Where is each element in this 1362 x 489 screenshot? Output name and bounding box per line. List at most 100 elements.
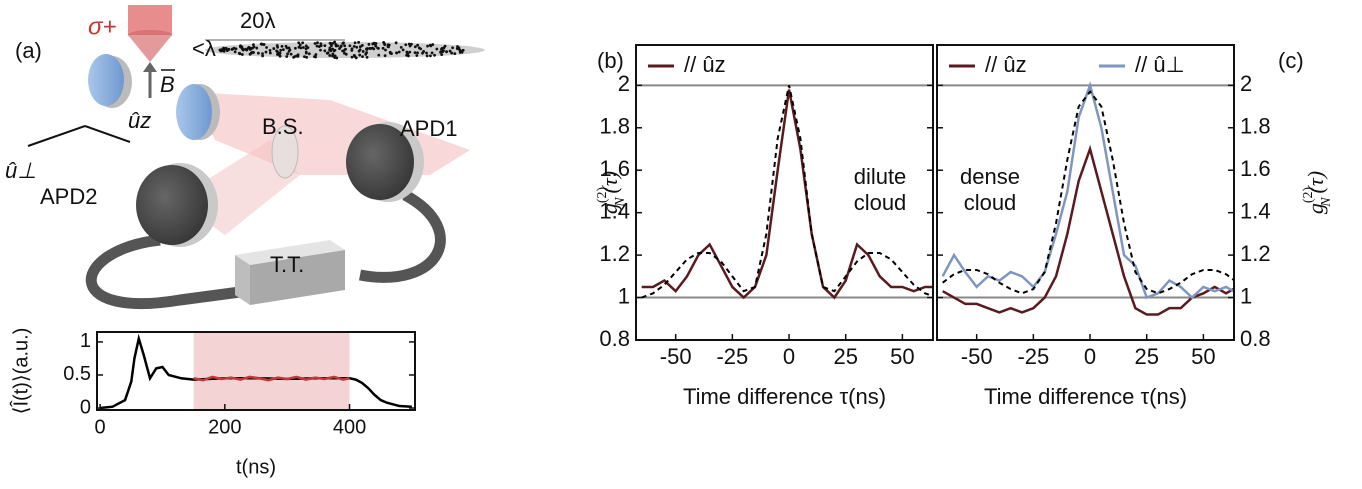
atom	[399, 45, 403, 49]
atom	[388, 51, 392, 55]
atom	[342, 49, 346, 52]
atom	[304, 47, 308, 51]
atom	[344, 52, 348, 56]
mirror	[176, 84, 212, 140]
atom	[313, 42, 317, 45]
x-tick-label: -25	[716, 344, 748, 369]
atom	[372, 47, 376, 51]
atom	[413, 45, 417, 49]
y-axis-label-part: g	[1303, 203, 1328, 214]
atom	[460, 50, 464, 54]
atom	[377, 53, 381, 57]
atom	[329, 49, 333, 53]
atom	[232, 46, 236, 50]
axis-label: û⊥	[5, 158, 36, 183]
atom	[367, 42, 371, 46]
atom	[429, 54, 432, 58]
atom	[278, 51, 282, 55]
atom	[278, 54, 282, 58]
x-tick-label: -25	[1017, 344, 1049, 369]
annotation: cloud	[854, 190, 907, 215]
y-tick-label: 1.2	[1240, 241, 1271, 266]
axis-label: ûz	[128, 108, 151, 133]
y-tick-label: 1.6	[599, 156, 630, 181]
atom	[219, 49, 223, 53]
atom	[328, 41, 332, 45]
atom	[333, 40, 337, 44]
field-label: B	[160, 72, 175, 97]
atom	[272, 47, 276, 50]
y-tick-label: 1	[80, 330, 91, 352]
atom	[331, 54, 334, 58]
panel-label: (c)	[1278, 48, 1304, 73]
atom	[441, 50, 445, 54]
atom	[387, 45, 390, 49]
atom	[256, 51, 260, 55]
atom	[297, 45, 301, 49]
atom	[331, 41, 334, 45]
x-tick-label: 0	[95, 416, 106, 438]
atom	[330, 44, 333, 48]
atom	[237, 51, 241, 55]
y-axis-label: g(2) N (τ)	[1301, 171, 1334, 214]
axis-arrow	[84, 125, 131, 143]
atom	[343, 44, 347, 48]
atom	[368, 46, 372, 50]
atom	[404, 43, 408, 47]
atom	[415, 54, 419, 57]
atom	[425, 51, 428, 55]
atom	[302, 46, 305, 49]
atom	[417, 46, 421, 50]
atom	[265, 46, 268, 49]
atom	[301, 41, 305, 45]
detector	[346, 124, 414, 200]
atom	[293, 46, 297, 50]
polarization-label: σ+	[88, 13, 117, 40]
cable	[358, 190, 446, 283]
atom	[314, 53, 318, 56]
y-axis-label: ⟨Î(t)⟩(a.u.)	[9, 328, 32, 415]
atom	[307, 52, 311, 56]
length-label: 20λ	[240, 8, 275, 33]
atom	[435, 47, 439, 51]
atom	[455, 47, 459, 51]
detector	[136, 165, 208, 245]
x-tick-label: -50	[961, 344, 993, 369]
atom	[285, 55, 289, 58]
atom	[297, 41, 301, 45]
y-tick-label: 1.2	[599, 241, 630, 266]
y-axis-label: g(2) N (τ)	[595, 171, 628, 214]
atom	[383, 43, 387, 47]
atom	[225, 48, 229, 52]
atom	[323, 44, 327, 48]
atom	[350, 55, 354, 59]
atom	[405, 53, 409, 57]
atom	[401, 48, 405, 52]
atom	[431, 43, 435, 46]
y-axis-label-part: (τ)	[1303, 171, 1328, 194]
x-tick-label: -50	[660, 344, 692, 369]
atom	[365, 56, 369, 59]
x-tick-label: 0	[783, 344, 795, 369]
atom	[341, 42, 345, 45]
atom	[315, 44, 319, 48]
x-tick-label: 25	[833, 344, 857, 369]
atom	[323, 49, 327, 53]
atom	[251, 50, 255, 54]
timetagger	[235, 255, 250, 305]
x-tick-label: 25	[1134, 344, 1158, 369]
atom	[260, 42, 264, 46]
atom	[252, 43, 255, 47]
atom	[382, 41, 386, 44]
atom	[328, 54, 332, 57]
detector-label: APD2	[40, 184, 97, 209]
highlight	[193, 332, 350, 410]
y-tick-label: 1.8	[599, 114, 630, 139]
atom	[374, 44, 378, 48]
atom	[285, 46, 289, 50]
detector-label: APD1	[400, 116, 457, 141]
x-axis-label: t(ns)	[236, 456, 276, 478]
